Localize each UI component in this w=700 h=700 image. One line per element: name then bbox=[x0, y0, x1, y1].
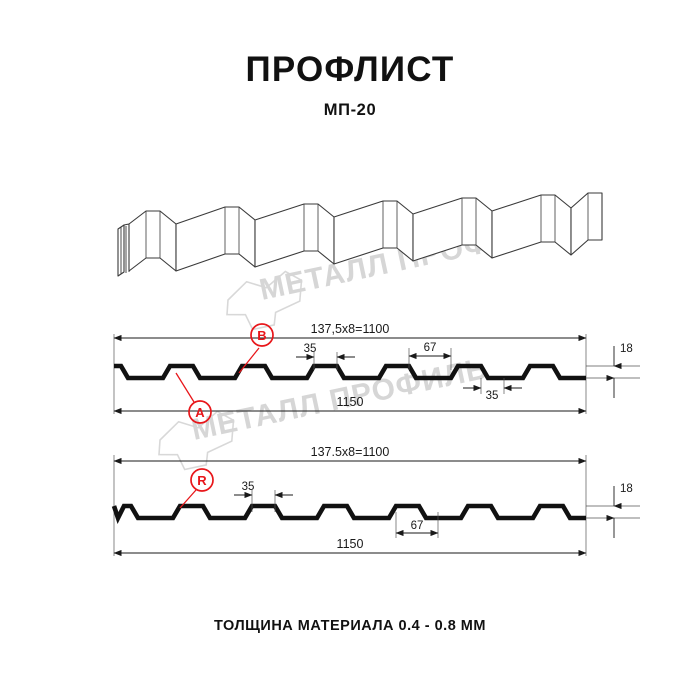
dimension-bottom-label: 1150 bbox=[337, 537, 364, 551]
callout-label-r: R bbox=[197, 473, 207, 488]
dimension-rib-base-67: 67 bbox=[395, 512, 439, 538]
dimension-rib-base-label: 67 bbox=[424, 342, 437, 354]
dimension-bottom-label: 1150 bbox=[337, 395, 364, 409]
dimension-rib-top-label: 35 bbox=[304, 343, 317, 355]
dimension-height-18: 18 bbox=[586, 343, 640, 398]
dimension-rib-base-label: 67 bbox=[411, 520, 424, 532]
profile-outline-r bbox=[111, 503, 586, 524]
callout-marker-r: R bbox=[179, 468, 214, 509]
callout-marker-a: A bbox=[175, 372, 212, 424]
dimension-valley-label: 35 bbox=[486, 390, 499, 402]
dimension-rib-top-35: 35 bbox=[234, 481, 293, 512]
dimension-bottom-1150: 1150 bbox=[113, 537, 587, 557]
dimension-rib-top-35: 35 bbox=[296, 343, 355, 370]
dimension-top-1100: 137.5x8=1100 bbox=[113, 445, 587, 465]
dimension-bottom-1150: 1150 bbox=[113, 395, 587, 415]
callout-label-a: A bbox=[195, 405, 205, 420]
dimension-valley-35: 35 bbox=[463, 378, 522, 402]
material-thickness-note: ТОЛЩИНА МАТЕРИАЛА 0.4 - 0.8 ММ bbox=[214, 618, 486, 634]
dimension-top-label: 137,5x8=1100 bbox=[311, 322, 390, 336]
profile-outline-a bbox=[114, 363, 586, 381]
dimension-rib-top-label: 35 bbox=[242, 481, 255, 493]
page-title: ПРОФЛИСТ bbox=[245, 50, 455, 89]
dimension-height-18: 18 bbox=[586, 483, 640, 538]
profile-section-r: 137.5x8=1100 1150 35 bbox=[111, 445, 640, 557]
page-header: ПРОФЛИСТ МП-20 bbox=[0, 50, 700, 120]
dimension-rib-base-67: 67 bbox=[408, 342, 452, 370]
profile-section-a: 137,5x8=1100 1150 35 bbox=[113, 322, 640, 424]
dimension-height-label: 18 bbox=[620, 343, 633, 355]
callout-marker-b: B bbox=[238, 323, 274, 374]
callout-label-b: B bbox=[257, 328, 266, 343]
product-model-label: МП-20 bbox=[323, 100, 377, 119]
dimension-top-label: 137.5x8=1100 bbox=[311, 445, 390, 459]
isometric-sheet-view bbox=[117, 192, 603, 277]
dimension-top-1100: 137,5x8=1100 bbox=[113, 322, 587, 342]
dimension-height-label: 18 bbox=[620, 483, 633, 495]
